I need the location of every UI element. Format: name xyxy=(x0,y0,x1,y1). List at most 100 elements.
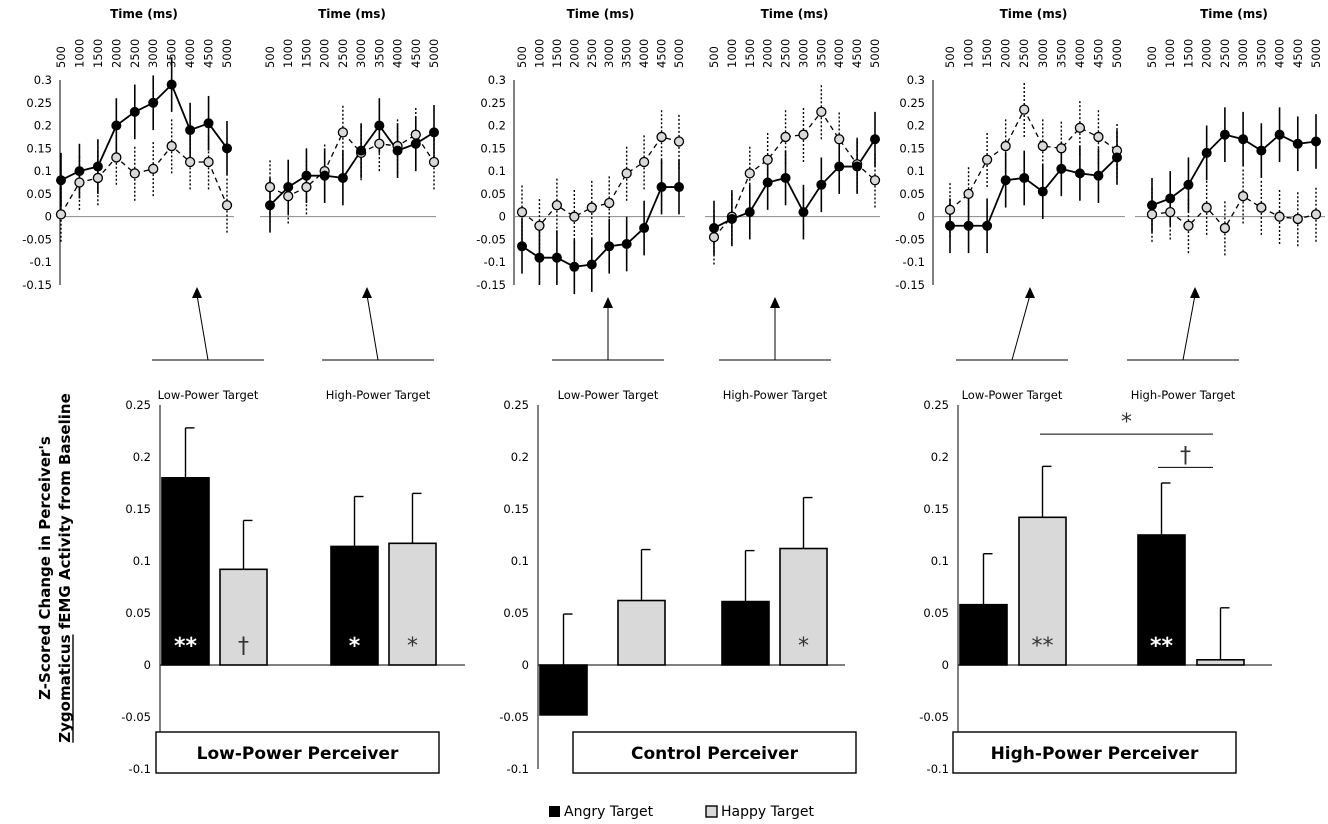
timecourse-x-tick-label: 4500 xyxy=(655,39,669,68)
group-label: Low-Power Target xyxy=(558,388,659,402)
happy-point xyxy=(184,156,196,168)
panel-title-box xyxy=(952,731,1237,774)
timecourse-x-tick-label: 1500 xyxy=(1181,39,1195,68)
timecourse-x-tick-label: 4500 xyxy=(1291,39,1305,68)
happy-point xyxy=(166,140,177,152)
angry-point xyxy=(744,207,755,218)
happy-series-line xyxy=(521,136,680,227)
bar-y-tick-label: -0.1 xyxy=(129,762,151,776)
angry-point xyxy=(945,220,955,231)
timecourse-y-tick-label: 0.1 xyxy=(34,164,52,178)
timecourse-y-tick-label: 0.25 xyxy=(26,96,52,110)
timecourse-y-tick-label: 0.2 xyxy=(34,119,52,133)
happy-point xyxy=(337,127,349,138)
timecourse-x-tick-label: 4000 xyxy=(637,39,651,68)
angry-series-line xyxy=(950,156,1118,227)
timecourse-y-tick-label: -0.1 xyxy=(903,255,925,269)
timecourse-y-tick-label: 0.25 xyxy=(480,96,506,110)
bar-y-tick-label: 0.05 xyxy=(923,606,949,620)
happy-point xyxy=(203,156,214,168)
bar-y-tick-label: 0.25 xyxy=(923,398,949,412)
happy-point xyxy=(1310,209,1322,220)
bar-y-tick-label: 0.1 xyxy=(511,554,529,568)
angry-point xyxy=(816,179,827,190)
timecourse-x-tick-label: 1000 xyxy=(962,39,976,68)
bar-happy xyxy=(219,568,268,666)
bar-angry xyxy=(161,476,210,666)
timecourse-x-tick-label: 3500 xyxy=(1054,39,1068,68)
timecourse-x-tick-label: 1000 xyxy=(1163,39,1177,68)
angry-point xyxy=(569,261,580,272)
timecourse-y-tick-label: 0.3 xyxy=(34,73,52,87)
happy-point xyxy=(374,138,385,149)
timecourse-x-tick-label: 1000 xyxy=(532,39,546,68)
angry-point xyxy=(166,79,177,90)
arrow-shaft xyxy=(1182,294,1196,361)
angry-point xyxy=(586,259,597,270)
timecourse-y-tick-label: 0.05 xyxy=(480,187,506,201)
angry-point xyxy=(1256,145,1267,156)
timecourse-x-tick-label: 3000 xyxy=(1036,39,1050,68)
happy-series-line xyxy=(1151,195,1317,230)
panel-title-box xyxy=(572,731,857,774)
angry-point xyxy=(148,97,159,108)
angry-point xyxy=(1183,179,1194,190)
happy-series-line xyxy=(60,145,228,215)
timecourse-x-tick-label: 2000 xyxy=(761,39,775,68)
bar-y-tick-label: 0.1 xyxy=(133,554,151,568)
timecourse-y-tick-label: 0 xyxy=(499,210,506,224)
happy-point xyxy=(551,200,563,211)
angry-point xyxy=(301,170,312,181)
happy-point xyxy=(604,197,615,209)
timecourse-x-tick-label: 4000 xyxy=(1273,39,1287,68)
bar-happy xyxy=(617,599,666,666)
timecourse-y-tick-label: -0.15 xyxy=(895,278,925,292)
timecourse-high-power-target: Time (ms) 500 1000 1500 2000 2500 3000 3500 4000… xyxy=(705,7,882,265)
bar-significance-label: * xyxy=(407,634,418,659)
angry-point xyxy=(780,172,791,183)
happy-point xyxy=(221,200,233,211)
bar-angry xyxy=(721,600,770,666)
angry-series-line xyxy=(1151,133,1317,207)
timecourse-title: Time (ms) xyxy=(567,7,635,21)
group-label: Low-Power Target xyxy=(158,388,259,402)
happy-point xyxy=(798,129,809,140)
bar-y-tick-label: -0.1 xyxy=(927,762,949,776)
happy-point xyxy=(301,181,312,193)
timecourse-x-tick-label: 2000 xyxy=(999,39,1013,68)
bar-y-tick-label: -0.05 xyxy=(121,710,151,724)
happy-point xyxy=(1201,202,1212,213)
angry-point xyxy=(1201,147,1212,158)
panel-high-power-perceiver: 0.25 0.2 0.15 0.1 0.05 0 -0.05 -0.1 ** ** Low-Powe… xyxy=(895,7,1325,776)
bar-happy xyxy=(1196,658,1245,666)
angry-point xyxy=(429,127,439,138)
angry-point xyxy=(1238,134,1249,145)
bar-y-tick-label: 0.2 xyxy=(931,450,949,464)
angry-point xyxy=(1274,129,1285,140)
happy-point xyxy=(569,211,580,222)
arrow-shaft xyxy=(196,294,209,361)
timecourse-x-tick-label: 5000 xyxy=(868,39,882,68)
timecourse-x-tick-label: 1000 xyxy=(725,39,739,68)
happy-point xyxy=(981,154,993,165)
angry-point xyxy=(709,223,719,234)
angry-point xyxy=(283,182,294,193)
timecourse-x-tick-label: 2000 xyxy=(109,39,123,68)
timecourse-x-tick-label: 4000 xyxy=(183,39,197,68)
bar-y-tick-label: 0.2 xyxy=(133,450,151,464)
timecourse-x-tick-label: 1500 xyxy=(91,39,105,68)
panel-low-power-perceiver: 0.250.20.150.10.050-0.05-0.1** † * *Low-Pow… xyxy=(22,7,465,776)
angry-point xyxy=(374,120,385,131)
happy-point xyxy=(1274,211,1285,222)
bar-angry xyxy=(539,664,588,716)
timecourse-y-tick-label: 0.15 xyxy=(26,141,52,155)
happy-point xyxy=(55,209,67,220)
angry-point xyxy=(1000,175,1011,186)
happy-point xyxy=(586,202,597,213)
angry-point xyxy=(356,145,367,156)
happy-point xyxy=(621,168,632,179)
timecourse-x-tick-label: 5000 xyxy=(1309,39,1323,68)
bar-y-tick-label: 0.05 xyxy=(125,606,151,620)
y-axis-label-line1: Z-Scored Change in Perceiver's xyxy=(36,436,54,700)
angry-point xyxy=(74,166,85,177)
